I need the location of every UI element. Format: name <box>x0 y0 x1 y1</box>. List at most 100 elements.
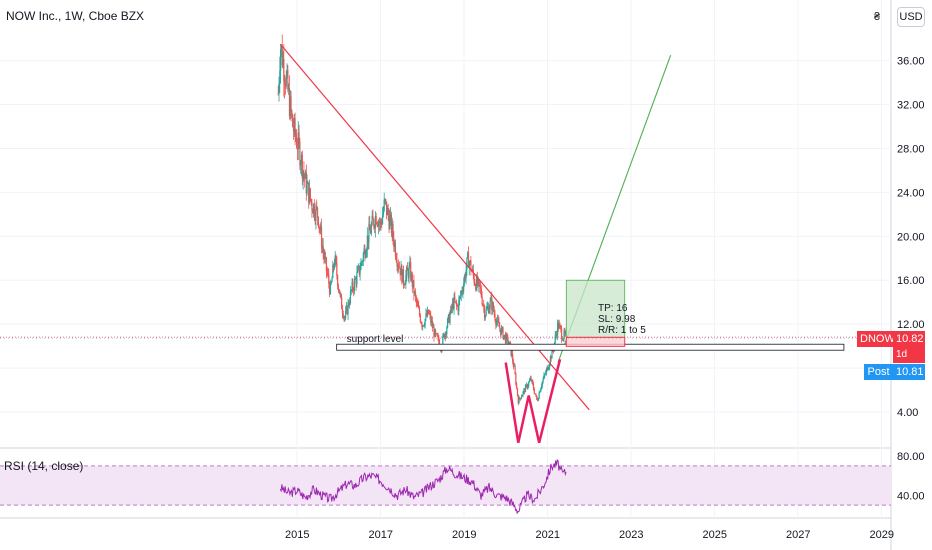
candle-body <box>522 391 524 396</box>
candle-body <box>428 313 430 315</box>
candle-body <box>300 164 302 166</box>
currency-glyph: ₴ <box>874 11 881 23</box>
candle-body <box>291 110 293 116</box>
candle-body <box>463 283 465 292</box>
candle-body <box>443 334 446 339</box>
candle-body <box>367 235 369 243</box>
candle-body <box>326 271 328 274</box>
post-badge: Post <box>864 364 893 380</box>
candle-body <box>544 373 547 375</box>
candle-body <box>310 199 312 202</box>
candle-body <box>436 333 438 337</box>
candle-body <box>288 88 291 117</box>
candle-body <box>280 45 283 50</box>
candle-body <box>490 297 492 301</box>
candle-body <box>418 306 420 309</box>
candle-body <box>314 216 316 221</box>
currency-button[interactable]: ₴ USD <box>874 7 925 27</box>
candle-body <box>550 356 552 359</box>
candle-body <box>353 289 355 291</box>
candle-body <box>280 49 282 71</box>
y-tick-label: 20.00 <box>897 231 925 243</box>
rsi-title[interactable]: RSI (14, close) <box>4 459 84 473</box>
candle-body <box>416 302 418 304</box>
candle-body <box>304 172 307 179</box>
candle-body <box>540 388 542 392</box>
candle-body <box>438 337 440 343</box>
candle-body <box>290 96 292 111</box>
candle-body <box>296 147 299 150</box>
candle-body <box>546 366 548 370</box>
candle-body <box>542 378 544 382</box>
candle-body <box>558 324 560 329</box>
candle-body <box>500 328 503 335</box>
candle-body <box>357 268 359 273</box>
candle-body <box>482 304 484 306</box>
candle-body <box>459 295 462 297</box>
candle-body <box>342 313 344 318</box>
candle-body <box>389 217 391 229</box>
candle-body <box>448 314 450 323</box>
candle-body <box>303 171 305 175</box>
candle-body <box>402 269 405 285</box>
candle-body <box>392 223 394 239</box>
candle-body <box>362 253 364 262</box>
candle-body <box>435 333 437 335</box>
candle-body <box>385 199 387 202</box>
candle-body <box>331 278 333 283</box>
candle-body <box>403 284 405 286</box>
candle-body <box>365 254 367 258</box>
candle-body <box>509 341 511 344</box>
y-tick-label: 4.00 <box>897 407 918 419</box>
candle-body <box>513 366 515 367</box>
candle-body <box>375 216 377 224</box>
candle-body <box>433 327 435 337</box>
symbol-title[interactable]: NOW Inc., 1W, Cboe BZX <box>6 9 145 23</box>
candle-body <box>551 348 553 359</box>
candle-body <box>457 306 459 312</box>
candle-body <box>414 291 416 294</box>
candle-body <box>394 243 396 247</box>
candle-body <box>348 302 350 305</box>
candle-body <box>514 366 516 374</box>
candle-body <box>491 302 494 310</box>
price-badge: 10.82 1d 21h <box>893 331 925 376</box>
candle-body <box>532 380 534 385</box>
candle-body <box>281 45 283 66</box>
candle-body <box>533 389 535 394</box>
candle-body <box>444 332 446 339</box>
candle-body <box>449 313 451 323</box>
candle-body <box>346 306 348 315</box>
candle-body <box>561 339 564 341</box>
candle-body <box>461 291 463 293</box>
candle-body <box>455 301 457 303</box>
candle-body <box>329 283 331 294</box>
candle-body <box>476 276 478 286</box>
candle-body <box>350 289 352 291</box>
y-tick-label: 16.00 <box>897 275 925 287</box>
candle-body <box>434 329 436 337</box>
candle-body <box>560 326 562 330</box>
candle-body <box>466 257 468 270</box>
candle-body <box>418 308 421 315</box>
candle-body <box>434 329 437 334</box>
candle-body <box>408 266 410 278</box>
candle-body <box>520 398 522 400</box>
candle-body <box>463 275 466 284</box>
candle-body <box>328 274 330 284</box>
candle-body <box>429 313 431 315</box>
y-tick-label: 28.00 <box>897 143 925 155</box>
candle-body <box>361 261 364 263</box>
candle-body <box>422 325 425 327</box>
candle-body <box>462 291 464 293</box>
candle-body <box>328 283 331 294</box>
candle-body <box>414 291 417 297</box>
candle-body <box>315 205 317 221</box>
candle-body <box>398 267 401 269</box>
candle-body <box>445 332 447 335</box>
candle-body <box>544 374 546 376</box>
candle-body <box>564 330 566 334</box>
w-pattern <box>504 358 562 444</box>
y-tick-label: 36.00 <box>897 56 925 68</box>
candle-body <box>478 279 480 282</box>
